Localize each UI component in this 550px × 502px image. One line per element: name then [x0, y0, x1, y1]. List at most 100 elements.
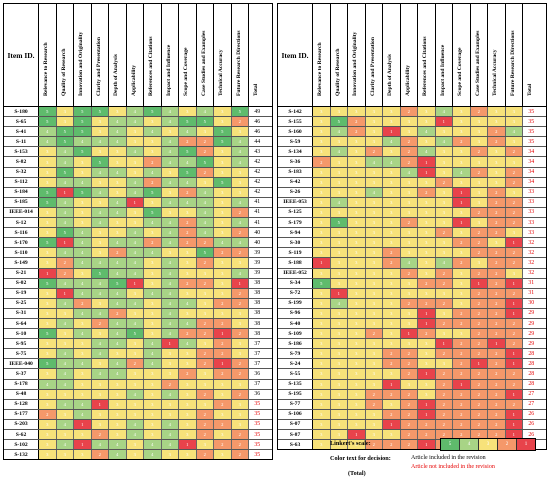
- score-cell: 4: [126, 318, 144, 329]
- table-row: S-82 3 4 3 5 3 3 2 4 4 5 3 4 42: [4, 157, 272, 168]
- score-cell: 3: [144, 308, 162, 318]
- score-cell: 2: [488, 207, 506, 218]
- score-cell: 3: [196, 308, 214, 318]
- score-cell: 3: [383, 399, 401, 409]
- score-cell: 2: [488, 268, 506, 278]
- score-cell: 2: [418, 298, 436, 308]
- table-row: S-134 3 4 3 2 3 2 4 3 3 2 3 2 34: [278, 147, 546, 158]
- score-cell: 1: [383, 419, 401, 429]
- item-id: S-125: [278, 207, 313, 218]
- score-cell: 4: [383, 157, 401, 167]
- item-id: S-155: [278, 117, 313, 127]
- table-left: Item ID. Relevance to Research Quality of …: [3, 3, 273, 461]
- score-cell: 4: [109, 359, 127, 369]
- score-cell: 3: [453, 117, 471, 127]
- score-cell: 3: [126, 440, 144, 450]
- score-cell: 3: [313, 107, 331, 117]
- score-cell: 3: [214, 107, 232, 117]
- item-id: S-36: [278, 157, 313, 167]
- score-cell: 3: [470, 127, 488, 137]
- score-cell: 3: [109, 147, 127, 157]
- score-cell: 3: [400, 187, 418, 197]
- total-cell: 32: [528, 239, 535, 246]
- score-cell: 3: [470, 197, 488, 207]
- score-cell: 3: [109, 177, 127, 187]
- score-cell: 4: [109, 298, 127, 308]
- score-cell: 3: [109, 228, 127, 238]
- score-cell: 3: [144, 399, 162, 409]
- column-header-label: Quality of Research: [60, 48, 67, 97]
- table-row: IEEE-052 3 3 3 3 3 2 3 2 3 2 2 3 32: [278, 268, 546, 279]
- score-cell: 1: [383, 379, 401, 389]
- likert-swatch: 4: [460, 439, 479, 450]
- score-cell: 2: [196, 329, 214, 339]
- score-cell: 3: [365, 127, 383, 137]
- score-cell: 2: [418, 278, 436, 288]
- score-cell: 4: [109, 329, 127, 339]
- score-cell: 1: [214, 359, 232, 369]
- score-cell: 4: [161, 329, 179, 339]
- score-cell: 3: [348, 288, 366, 298]
- score-cell: 4: [56, 399, 74, 409]
- score-cell: 3: [488, 177, 506, 187]
- score-cell: 3: [161, 167, 179, 177]
- score-cell: 3: [400, 117, 418, 127]
- item-id: IEEE-052: [278, 268, 313, 278]
- score-cell: 2: [470, 147, 488, 157]
- score-cell: 4: [196, 207, 214, 218]
- score-cell: 3: [365, 218, 383, 228]
- score-cell: 3: [313, 187, 331, 197]
- score-cell: 3: [231, 308, 249, 318]
- score-cell: 3: [39, 308, 57, 318]
- score-cell: 4: [126, 238, 144, 248]
- score-cell: 3: [74, 349, 92, 359]
- score-cell: 3: [348, 369, 366, 379]
- column-header-label: References and Citations: [148, 36, 155, 97]
- score-cell: 3: [39, 318, 57, 329]
- total-cell: 32: [528, 249, 535, 256]
- item-id: S-184: [4, 187, 39, 197]
- score-cell: 3: [313, 409, 331, 419]
- item-id: S-02: [4, 278, 39, 288]
- score-cell: 3: [470, 258, 488, 268]
- table-right: Item ID. Relevance to Research Quality of …: [277, 3, 547, 451]
- score-cell: 2: [196, 450, 214, 460]
- score-cell: 2: [453, 369, 471, 379]
- score-cell: 2: [179, 187, 197, 197]
- score-cell: 4: [418, 147, 436, 157]
- score-cell: 3: [313, 177, 331, 187]
- score-cell: 3: [330, 167, 348, 177]
- total-cell: 29: [528, 310, 535, 317]
- score-cell: 3: [348, 318, 366, 329]
- score-cell: 1: [231, 278, 249, 288]
- score-cell: 3: [505, 137, 523, 147]
- score-cell: 2: [365, 399, 383, 409]
- score-cell: 3: [435, 308, 453, 318]
- score-cell: 3: [453, 329, 471, 339]
- score-cell: 3: [161, 359, 179, 369]
- score-cell: 4: [74, 409, 92, 419]
- score-cell: 4: [56, 157, 74, 167]
- score-cell: 4: [179, 157, 197, 167]
- total-cell: 38: [254, 320, 261, 327]
- score-cell: 3: [383, 430, 401, 440]
- score-cell: 4: [91, 440, 109, 450]
- score-cell: 3: [470, 117, 488, 127]
- score-cell: 2: [488, 298, 506, 308]
- score-cell: 3: [144, 258, 162, 268]
- score-cell: 3: [418, 137, 436, 147]
- score-cell: 3: [330, 258, 348, 268]
- table-row: S-170 5 1 4 3 4 4 2 4 2 2 4 4 40: [4, 238, 272, 249]
- total-cell: 42: [254, 179, 261, 186]
- table-row: S-40 3 3 3 3 3 3 1 2 2 2 2 2 29: [278, 318, 546, 330]
- score-cell: 1: [505, 419, 523, 429]
- score-cell: 2: [505, 248, 523, 258]
- score-cell: 3: [400, 339, 418, 349]
- item-id-header: Item ID.: [278, 4, 313, 106]
- score-cell: 2: [383, 248, 401, 258]
- score-cell: 2: [196, 349, 214, 359]
- score-cell: 3: [161, 248, 179, 258]
- score-cell: 2: [470, 298, 488, 308]
- table-row: S-77 3 3 3 2 3 2 1 2 2 2 2 2 27: [278, 399, 546, 410]
- score-cell: 3: [231, 187, 249, 197]
